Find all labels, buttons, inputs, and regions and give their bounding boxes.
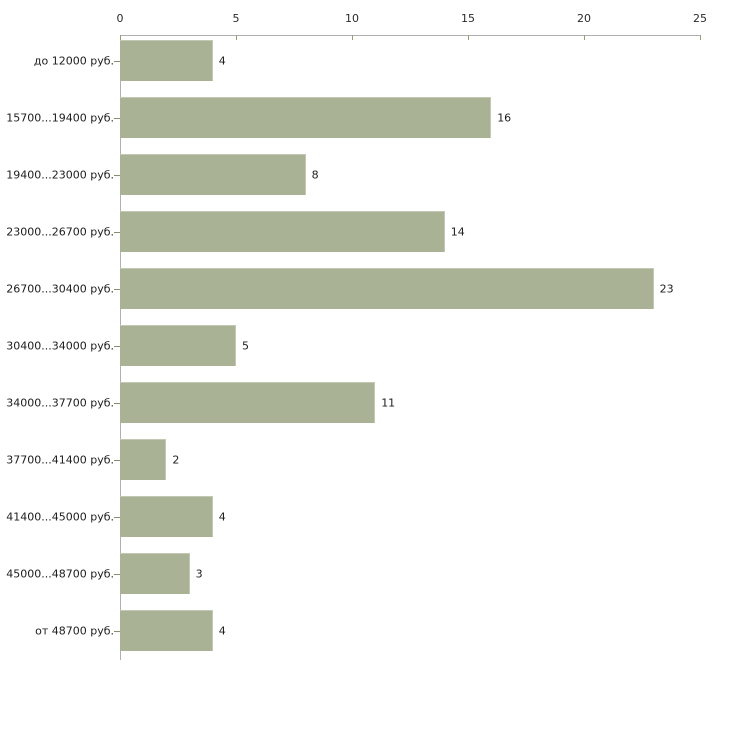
x-tick-mark bbox=[236, 35, 237, 40]
y-tick-mark bbox=[114, 117, 120, 119]
bar-value-label: 16 bbox=[497, 111, 512, 124]
bar-row[interactable]: 5 bbox=[0, 325, 730, 366]
bar[interactable] bbox=[120, 439, 167, 480]
bar[interactable] bbox=[120, 268, 654, 309]
x-tick-label: 20 bbox=[577, 12, 591, 25]
bar-value-label: 23 bbox=[659, 282, 674, 295]
category-label: 19400...23000 руб. bbox=[6, 168, 114, 181]
x-tick-mark bbox=[352, 35, 353, 40]
bar-row[interactable]: 3 bbox=[0, 553, 730, 594]
bar[interactable] bbox=[120, 325, 236, 366]
category-label: до 12000 руб. bbox=[33, 54, 114, 67]
x-tick-label: 5 bbox=[232, 12, 240, 25]
y-tick-mark bbox=[114, 345, 120, 347]
category-label: 34000...37700 руб. bbox=[6, 396, 114, 409]
x-tick-label: 15 bbox=[461, 12, 475, 25]
category-label: 30400...34000 руб. bbox=[6, 339, 114, 352]
x-tick-label: 10 bbox=[345, 12, 359, 25]
bar-row[interactable]: 11 bbox=[0, 382, 730, 423]
bar-row[interactable]: 4 bbox=[0, 496, 730, 537]
bar-value-label: 2 bbox=[172, 453, 180, 466]
category-label: от 48700 руб. bbox=[35, 624, 114, 637]
category-label: 26700...30400 руб. bbox=[6, 282, 114, 295]
x-tick-mark bbox=[120, 35, 121, 40]
category-label: 37700...41400 руб. bbox=[6, 453, 114, 466]
bar[interactable] bbox=[120, 211, 445, 252]
y-tick-mark bbox=[114, 60, 120, 62]
y-tick-mark bbox=[114, 630, 120, 632]
bar[interactable] bbox=[120, 97, 492, 138]
bar-row[interactable]: 2 bbox=[0, 439, 730, 480]
bar-value-label: 8 bbox=[311, 168, 319, 181]
bar-row[interactable]: 16 bbox=[0, 97, 730, 138]
category-label: 45000...48700 руб. bbox=[6, 567, 114, 580]
x-tick-mark bbox=[700, 35, 701, 40]
bar-value-label: 4 bbox=[218, 54, 226, 67]
bar[interactable] bbox=[120, 40, 213, 81]
bar-value-label: 3 bbox=[195, 567, 203, 580]
bar-value-label: 11 bbox=[381, 396, 396, 409]
bar-value-label: 4 bbox=[218, 624, 226, 637]
x-tick-label: 25 bbox=[693, 12, 707, 25]
bar-row[interactable]: 8 bbox=[0, 154, 730, 195]
y-tick-mark bbox=[114, 288, 120, 290]
bar-value-label: 14 bbox=[450, 225, 465, 238]
category-label: 23000...26700 руб. bbox=[6, 225, 114, 238]
y-tick-mark bbox=[114, 573, 120, 575]
x-tick-mark bbox=[468, 35, 469, 40]
bar-row[interactable]: 14 bbox=[0, 211, 730, 252]
y-tick-mark bbox=[114, 459, 120, 461]
x-tick-label: 0 bbox=[116, 12, 124, 25]
bar-value-label: 5 bbox=[242, 339, 249, 352]
x-tick-mark bbox=[584, 35, 585, 40]
bar[interactable] bbox=[120, 154, 306, 195]
y-tick-mark bbox=[114, 516, 120, 518]
bar[interactable] bbox=[120, 553, 190, 594]
y-tick-mark bbox=[114, 402, 120, 404]
bar[interactable] bbox=[120, 496, 213, 537]
bar[interactable] bbox=[120, 382, 376, 423]
bar-row[interactable]: 4 bbox=[0, 40, 730, 81]
bar[interactable] bbox=[120, 610, 213, 651]
bar-value-label: 4 bbox=[218, 510, 226, 523]
y-tick-mark bbox=[114, 174, 120, 176]
bar-row[interactable]: 4 bbox=[0, 610, 730, 651]
y-tick-mark bbox=[114, 231, 120, 233]
x-axis-line bbox=[120, 35, 700, 36]
bar-row[interactable]: 23 bbox=[0, 268, 730, 309]
category-label: 41400...45000 руб. bbox=[6, 510, 114, 523]
category-label: 15700...19400 руб. bbox=[6, 111, 114, 124]
